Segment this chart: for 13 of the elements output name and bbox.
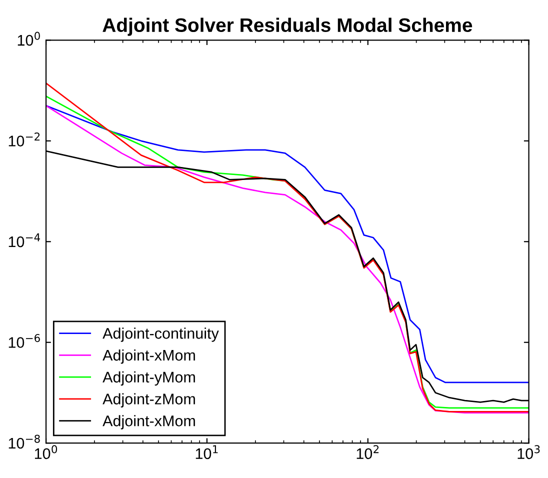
y-tick-label: 10$^{−2}$: [8, 132, 40, 146]
y-tick-label: 10$^{−4}$: [8, 233, 40, 248]
chart-title: Adjoint Solver Residuals Modal Scheme: [102, 18, 472, 36]
legend-label: Adjoint-zMom: [102, 393, 195, 408]
legend-label: Adjoint-xMom: [102, 349, 195, 364]
legend-label: Adjoint-continuity: [102, 328, 219, 342]
legend-label: Adjoint-xMom: [102, 415, 195, 430]
x-tick-label: 10$^{3}$: [518, 445, 540, 460]
y-tick-label: 10$^{0}$: [18, 32, 40, 46]
legend-label: Adjoint-yMom: [102, 371, 195, 386]
y-tick-label: 10$^{−6}$: [8, 334, 40, 348]
x-tick-label: 10$^{1}$: [196, 445, 218, 460]
x-tick-label: 10$^{2}$: [356, 445, 379, 460]
